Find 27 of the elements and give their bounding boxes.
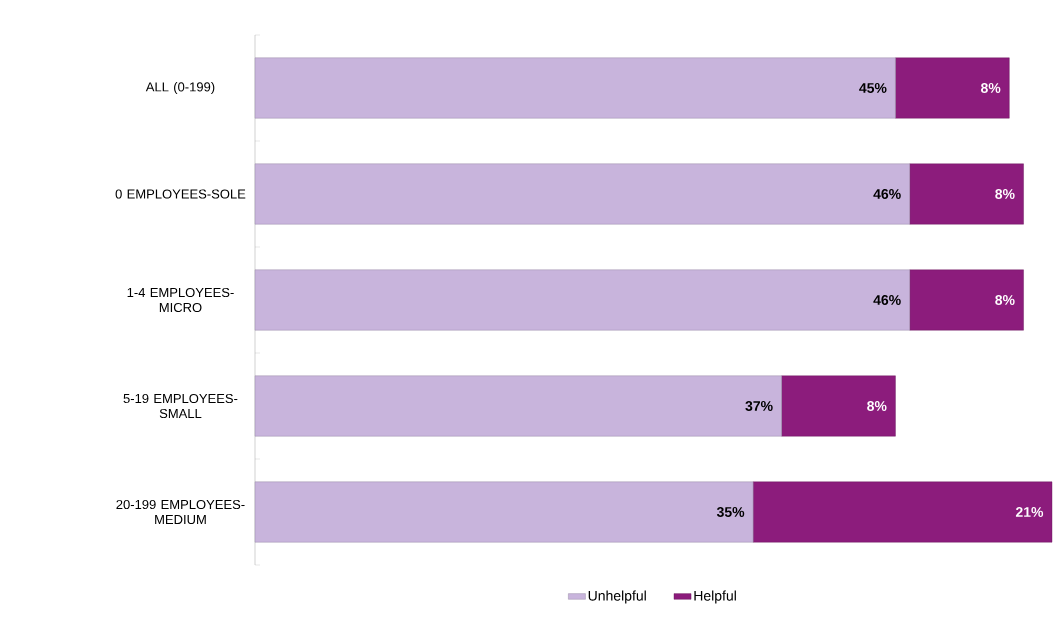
bar <box>254 269 910 331</box>
data-label: 46% <box>873 189 901 199</box>
bar <box>254 375 782 437</box>
bar <box>781 375 896 437</box>
data-label: 45% <box>859 83 887 93</box>
y-tick-label: 0 EMPLOYEES-SOLE <box>115 189 246 199</box>
bar <box>254 57 896 119</box>
data-label: 8% <box>980 83 1001 93</box>
data-label: 46% <box>873 295 901 305</box>
legend-label: Helpful <box>694 590 736 604</box>
y-tick-label: ALL (0-199) <box>145 81 215 95</box>
bar <box>254 163 910 225</box>
bar <box>909 163 1024 225</box>
data-label: 8% <box>867 401 887 411</box>
y-tick-label: 20-199 EMPLOYEES-MEDIUM <box>116 499 245 525</box>
data-label: 37% <box>745 401 773 411</box>
data-label: 8% <box>995 189 1015 199</box>
data-label: 8% <box>995 295 1015 305</box>
y-tick-label: 1-4 EMPLOYEES-MICRO <box>127 287 234 313</box>
bar <box>909 269 1024 331</box>
bar <box>752 481 1053 543</box>
bar <box>895 57 1010 119</box>
data-label: 21% <box>1015 507 1044 517</box>
data-label: 35% <box>716 507 745 517</box>
y-tick-label: 5-19 EMPLOYEES-SMALL <box>123 393 238 419</box>
bar <box>254 481 754 543</box>
legend-label: Unhelpful <box>588 590 646 604</box>
